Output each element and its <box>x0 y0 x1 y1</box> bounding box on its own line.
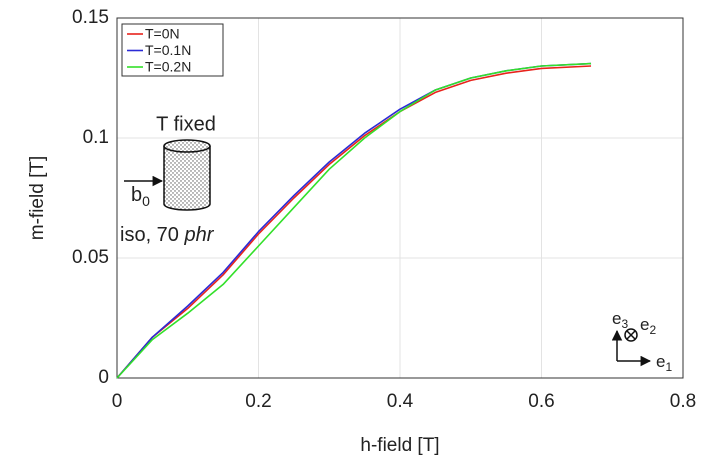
field-sub: 0 <box>142 193 150 209</box>
y-axis-label: m-field [T] <box>27 156 48 240</box>
field-base: b <box>131 184 142 206</box>
x-axis-label: h-field [T] <box>360 435 439 456</box>
e3-label: e3 <box>612 309 628 331</box>
x-tick-label: 0.6 <box>528 391 554 412</box>
lines <box>116 62 592 379</box>
e3-base: e <box>612 309 621 328</box>
legend: T=0NT=0.1NT=0.2N <box>121 23 224 77</box>
y-tick-label: 0.05 <box>72 247 109 268</box>
e2-base: e <box>640 315 649 334</box>
field-label: b0 <box>131 184 150 208</box>
e2-symbol <box>624 328 638 342</box>
series-line <box>116 65 592 379</box>
cylinder-top <box>163 139 211 153</box>
e1-label: e1 <box>656 352 672 374</box>
y-tick-label: 0.1 <box>83 127 109 148</box>
e1-sub: 1 <box>665 360 672 374</box>
e1-base: e <box>656 352 665 371</box>
x-tick-label: 0.8 <box>670 391 696 412</box>
e2-sub: 2 <box>649 323 656 337</box>
y-tick-label: 0 <box>98 367 109 388</box>
e3-sub: 3 <box>621 317 628 331</box>
constraint-label: T fixed <box>156 113 216 135</box>
e2-cross <box>626 330 636 340</box>
legend-label: T=0.1N <box>145 42 191 58</box>
plot-frame <box>116 17 684 379</box>
basis-icon: e3 e2 e1 <box>611 309 672 374</box>
material-label: iso, 70 phr <box>120 224 215 246</box>
y-tick-label: 0.15 <box>72 7 109 28</box>
legend-label: T=0.2N <box>145 59 191 75</box>
x-tick-label: 0.2 <box>245 391 271 412</box>
x-tick-label: 0 <box>112 391 123 412</box>
material-text: iso, 70 <box>120 224 184 246</box>
material-unit: phr <box>183 224 214 246</box>
cylinder-body <box>163 146 211 211</box>
series-line <box>116 62 592 379</box>
series-line <box>116 62 592 379</box>
x-tick-label: 0.4 <box>387 391 414 412</box>
legend-label: T=0N <box>145 26 180 42</box>
e2-label: e2 <box>640 315 656 337</box>
sample-sketch: T fixed b0 iso, 70 phr <box>120 113 216 246</box>
